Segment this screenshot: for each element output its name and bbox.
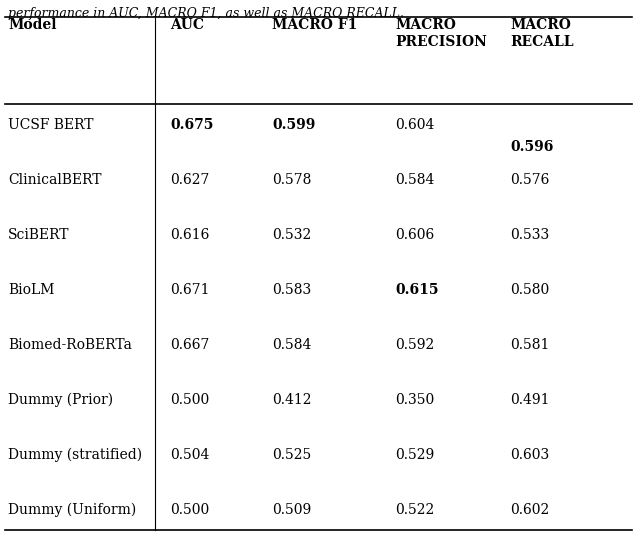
Text: UCSF BERT: UCSF BERT xyxy=(8,118,93,132)
Text: Dummy (Uniform): Dummy (Uniform) xyxy=(8,503,136,517)
Text: 0.532: 0.532 xyxy=(272,228,311,242)
Text: 0.576: 0.576 xyxy=(510,173,549,187)
Text: BioLM: BioLM xyxy=(8,283,54,297)
Text: 0.596: 0.596 xyxy=(510,140,554,154)
Text: Biomed-RoBERTa: Biomed-RoBERTa xyxy=(8,338,132,352)
Text: 0.412: 0.412 xyxy=(272,393,312,407)
Text: 0.603: 0.603 xyxy=(510,448,549,462)
Text: 0.578: 0.578 xyxy=(272,173,312,187)
Text: 0.616: 0.616 xyxy=(170,228,209,242)
Text: 0.604: 0.604 xyxy=(395,118,435,132)
Text: 0.350: 0.350 xyxy=(395,393,435,407)
Text: 0.533: 0.533 xyxy=(510,228,549,242)
Text: Model: Model xyxy=(8,18,56,32)
Text: 0.525: 0.525 xyxy=(272,448,311,462)
Text: 0.580: 0.580 xyxy=(510,283,549,297)
Text: 0.615: 0.615 xyxy=(395,283,438,297)
Text: 0.584: 0.584 xyxy=(395,173,435,187)
Text: 0.584: 0.584 xyxy=(272,338,312,352)
Text: 0.627: 0.627 xyxy=(170,173,209,187)
Text: SciBERT: SciBERT xyxy=(8,228,70,242)
Text: AUC: AUC xyxy=(170,18,204,32)
Text: 0.592: 0.592 xyxy=(395,338,435,352)
Text: 0.583: 0.583 xyxy=(272,283,311,297)
Text: 0.500: 0.500 xyxy=(170,393,209,407)
Text: Dummy (Prior): Dummy (Prior) xyxy=(8,393,113,407)
Text: 0.509: 0.509 xyxy=(272,503,311,517)
Text: MACRO F1: MACRO F1 xyxy=(272,18,357,32)
Text: 0.606: 0.606 xyxy=(395,228,435,242)
Text: performance in AUC, MACRO F1, as well as MACRO RECALL.: performance in AUC, MACRO F1, as well as… xyxy=(8,7,404,20)
Text: 0.529: 0.529 xyxy=(395,448,435,462)
Text: 0.500: 0.500 xyxy=(170,503,209,517)
Text: 0.581: 0.581 xyxy=(510,338,549,352)
Text: Dummy (stratified): Dummy (stratified) xyxy=(8,448,142,462)
Text: 0.491: 0.491 xyxy=(510,393,550,407)
Text: 0.504: 0.504 xyxy=(170,448,209,462)
Text: 0.602: 0.602 xyxy=(510,503,549,517)
Text: ClinicalBERT: ClinicalBERT xyxy=(8,173,102,187)
Text: 0.675: 0.675 xyxy=(170,118,213,132)
Text: MACRO
RECALL: MACRO RECALL xyxy=(510,18,573,50)
Text: 0.671: 0.671 xyxy=(170,283,209,297)
Text: 0.667: 0.667 xyxy=(170,338,209,352)
Text: 0.522: 0.522 xyxy=(395,503,435,517)
Text: MACRO
PRECISION: MACRO PRECISION xyxy=(395,18,487,50)
Text: 0.599: 0.599 xyxy=(272,118,316,132)
